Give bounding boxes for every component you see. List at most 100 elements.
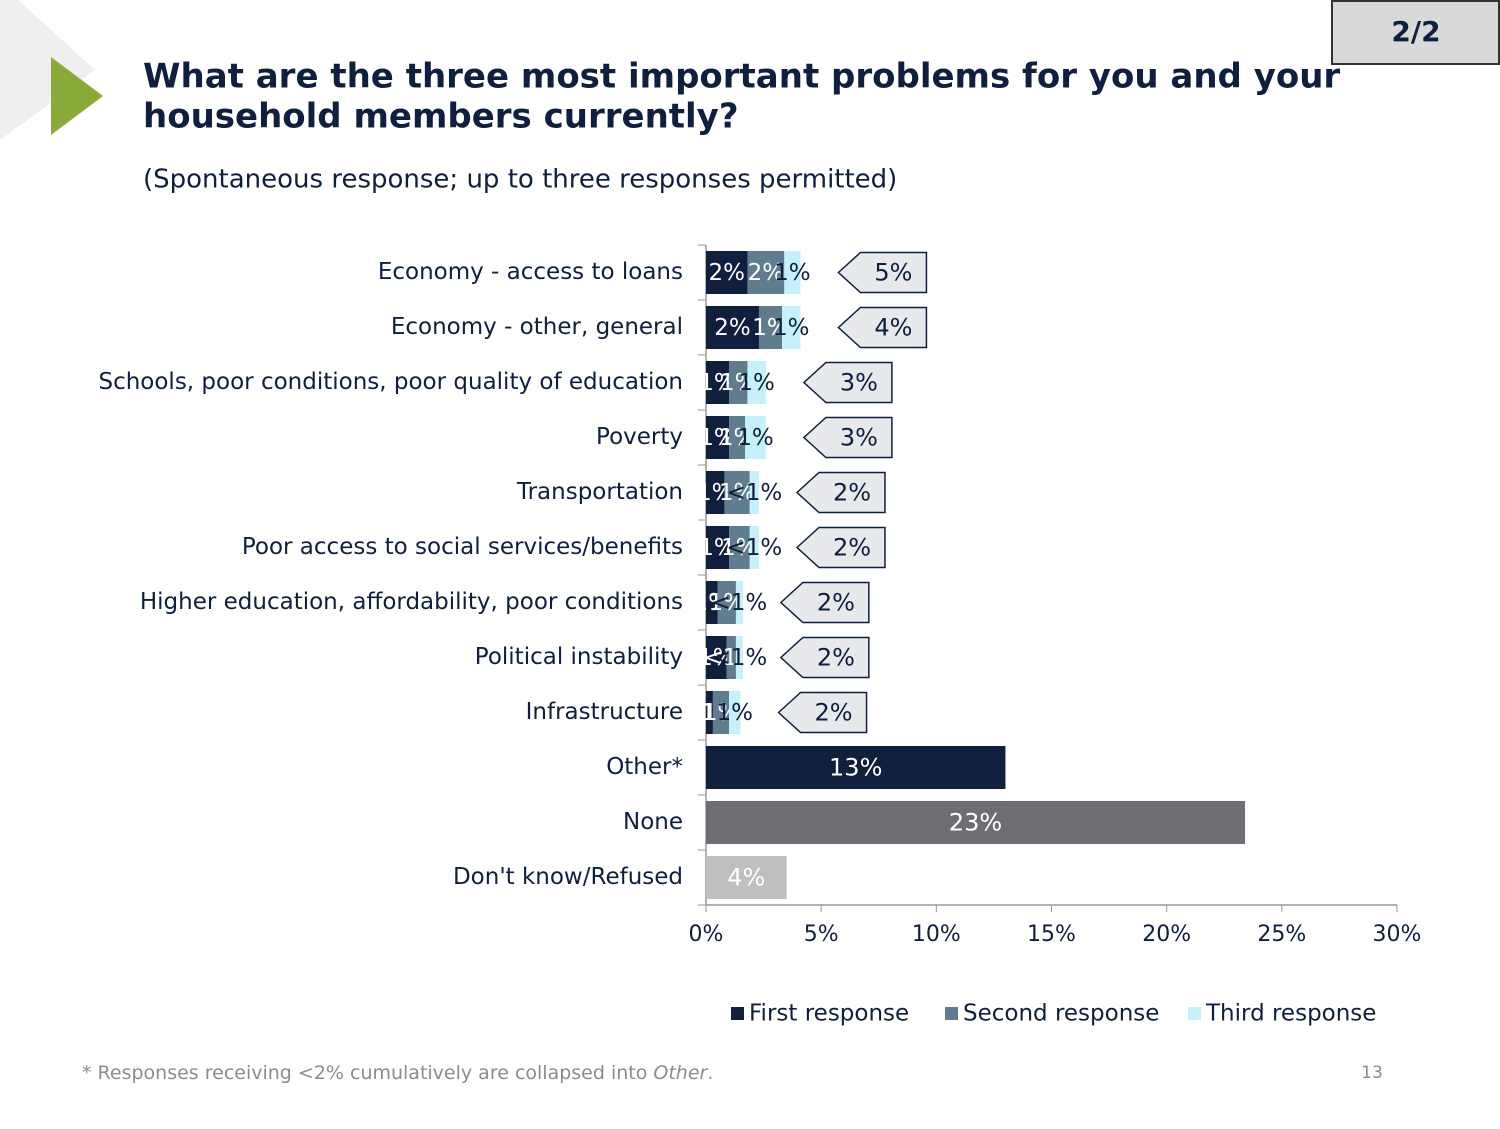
total-label: 3%: [840, 369, 878, 397]
bar-segment: [758, 306, 783, 349]
category-label: Don't know/Refused: [453, 864, 683, 890]
value-label: 1%: [774, 260, 811, 286]
value-label: 1%: [717, 700, 754, 726]
category-label: Higher education, affordability, poor co…: [140, 589, 683, 615]
bar-segment: [729, 361, 748, 404]
value-label: <1%: [726, 535, 782, 561]
bar-segment: [706, 581, 718, 624]
bar-segment: [717, 581, 736, 624]
bar-segment: [706, 306, 759, 349]
total-label: 2%: [815, 699, 853, 727]
bar-segment: [735, 581, 743, 624]
value-label: <1%: [712, 645, 768, 671]
category-label: Infrastructure: [526, 699, 683, 725]
value-label: 1%: [773, 315, 810, 341]
total-callout: [779, 581, 870, 624]
legend-swatch: [945, 1007, 958, 1020]
x-tick-label: 25%: [1257, 922, 1306, 947]
total-label: 4%: [874, 314, 912, 342]
legend-swatch: [731, 1007, 744, 1020]
total-label: 2%: [833, 479, 871, 507]
page-number: 13: [1361, 1063, 1383, 1083]
bar: [706, 801, 1245, 844]
x-tick-label: 20%: [1142, 922, 1191, 947]
footnote-em: Other: [653, 1062, 708, 1084]
category-label: Poverty: [596, 424, 683, 450]
value-label: 1%: [737, 425, 774, 451]
value-label: 2%: [714, 315, 751, 341]
bar-segment: [735, 636, 743, 679]
value-label: 23%: [949, 809, 1002, 837]
bar-segment: [729, 691, 741, 734]
legend-label: Second response: [963, 1001, 1159, 1027]
value-label: <1%: [726, 480, 782, 506]
bar-segment: [782, 306, 801, 349]
total-callout: [795, 526, 886, 569]
legend-swatch: [1188, 1007, 1201, 1020]
total-label: 2%: [817, 589, 855, 617]
total-label: 3%: [840, 424, 878, 452]
bar-segment: [706, 471, 725, 514]
bar-segment: [706, 691, 713, 734]
total-callout: [777, 691, 868, 734]
value-label: <1%: [703, 645, 759, 671]
bar: [706, 856, 787, 899]
x-tick-label: 30%: [1373, 922, 1422, 947]
bar-segment: [706, 526, 730, 569]
x-tick-label: 5%: [804, 922, 839, 947]
category-label: Transportation: [516, 479, 683, 505]
bar-segment: [745, 416, 766, 459]
badge: 2/2: [1391, 15, 1440, 48]
total-callout: [802, 416, 893, 459]
value-label: 2%: [708, 260, 745, 286]
category-label: Political instability: [475, 644, 683, 670]
value-label: <1%: [712, 590, 768, 616]
plot: 0% 5% 10% 15% 20% 25% 30% Economy - access to l…: [98, 244, 1422, 1027]
bar-segment: [706, 361, 730, 404]
category-label: Schools, poor conditions, poor quality o…: [98, 369, 683, 395]
value-label: 13%: [829, 754, 882, 782]
value-label: 2%: [748, 260, 785, 286]
footnote: * Responses receiving <2% cumulatively a…: [82, 1062, 713, 1084]
bar-segment: [706, 636, 727, 679]
decor-triangle: [51, 57, 103, 135]
subtitle: (Spontaneous response; up to three respo…: [143, 165, 897, 195]
category-label: Economy - access to loans: [378, 259, 683, 285]
bar-segment: [749, 471, 759, 514]
legend-label: First response: [749, 1001, 909, 1027]
bar-segment: [712, 691, 730, 734]
bar-segment: [729, 416, 746, 459]
total-label: 2%: [833, 534, 871, 562]
bar-segment: [706, 251, 748, 294]
title-line: household members currently?: [143, 97, 739, 137]
total-callout: [802, 361, 893, 404]
total-callout: [779, 636, 870, 679]
bar: [706, 746, 1006, 789]
x-tick-label: 0%: [689, 922, 724, 947]
bar-segment: [724, 471, 750, 514]
bar-segment: [726, 636, 736, 679]
bar-segment: [729, 526, 750, 569]
title-line: What are the three most important proble…: [143, 57, 1340, 97]
bar-segment: [749, 526, 759, 569]
footnote-end: .: [707, 1062, 713, 1084]
value-label: 1%: [719, 480, 756, 506]
legend-label: Third response: [1205, 1001, 1376, 1027]
total-callout: [837, 306, 928, 349]
category-label: None: [623, 809, 683, 835]
badge-box: [1331, 0, 1500, 65]
decor-shape: [0, 0, 95, 140]
bar-segment: [784, 251, 801, 294]
total-label: 5%: [874, 259, 912, 287]
category-label: Economy - other, general: [391, 314, 683, 340]
total-label: 2%: [817, 644, 855, 672]
x-tick-label: 15%: [1027, 922, 1076, 947]
bar-segment: [747, 251, 785, 294]
category-label: Poor access to social services/benefits: [242, 534, 683, 560]
footnote-text: * Responses receiving <2% cumulatively a…: [82, 1062, 653, 1084]
bar-segment: [706, 416, 730, 459]
bar-segment: [747, 361, 766, 404]
total-callout: [837, 251, 928, 294]
